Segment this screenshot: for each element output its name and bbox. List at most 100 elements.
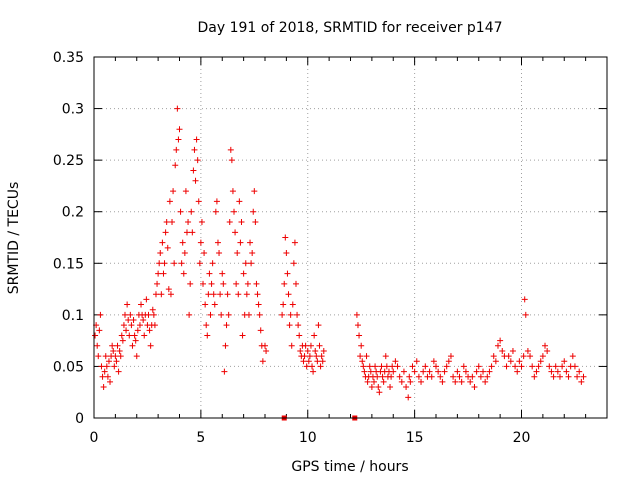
data-point [357, 353, 364, 360]
data-point [119, 337, 126, 344]
grid-lines [94, 57, 607, 418]
data-point [426, 368, 433, 375]
data-point [295, 322, 302, 329]
data-point [235, 291, 242, 298]
data-point [375, 384, 382, 391]
y-tick-label: 0.3 [62, 102, 84, 118]
data-point [422, 363, 429, 370]
data-point [521, 296, 528, 303]
data-point [233, 280, 240, 287]
data-point [158, 291, 165, 298]
data-point [195, 198, 202, 205]
y-tick-label: 0.2 [62, 205, 84, 221]
data-point [447, 353, 454, 360]
data-point [574, 373, 581, 380]
data-point [237, 239, 244, 246]
data-point [223, 322, 230, 329]
data-point [252, 219, 259, 226]
data-point [364, 378, 371, 385]
data-point [454, 368, 461, 375]
data-point [544, 347, 551, 354]
data-point [310, 368, 317, 375]
data-point [415, 373, 422, 380]
data-point [383, 363, 390, 370]
data-point [204, 332, 211, 339]
data-point [128, 322, 135, 329]
data-point [307, 342, 314, 349]
data-point [201, 249, 208, 256]
data-point [185, 219, 192, 226]
data-point [231, 208, 238, 215]
data-point [242, 260, 249, 267]
data-point [494, 342, 501, 349]
data-point [480, 368, 487, 375]
data-point [405, 394, 412, 401]
data-point [245, 311, 252, 318]
data-point [490, 353, 497, 360]
data-point [191, 146, 198, 153]
data-point [505, 353, 512, 360]
data-point [183, 229, 190, 236]
data-point [306, 353, 313, 360]
data-point [207, 311, 214, 318]
data-point [507, 358, 514, 365]
x-tick-label: 10 [299, 430, 317, 446]
data-point [458, 378, 465, 385]
data-point [413, 358, 420, 365]
data-point [356, 332, 363, 339]
data-point [129, 342, 136, 349]
data-point [238, 219, 245, 226]
data-point [190, 167, 197, 174]
data-point [221, 368, 228, 375]
data-point [420, 368, 427, 375]
data-point [194, 157, 201, 164]
data-point [392, 358, 399, 365]
data-point [535, 363, 542, 370]
data-point [102, 353, 109, 360]
data-point [212, 208, 219, 215]
data-point [398, 378, 405, 385]
data-point [445, 358, 452, 365]
data-point [409, 363, 416, 370]
data-point [548, 368, 555, 375]
data-point [176, 126, 183, 133]
data-point [433, 363, 439, 370]
data-point [430, 358, 437, 365]
data-point [316, 342, 323, 349]
data-point [492, 358, 499, 365]
data-point [452, 378, 459, 385]
data-point [396, 373, 403, 380]
data-point [279, 311, 286, 318]
data-point [529, 363, 536, 370]
data-points [92, 105, 587, 421]
data-point [130, 317, 137, 324]
x-tick-label: 5 [196, 430, 205, 446]
data-point [249, 249, 256, 256]
data-point [239, 332, 246, 339]
data-point [482, 378, 489, 385]
data-point [228, 157, 235, 164]
data-point [197, 239, 204, 246]
data-point [189, 229, 196, 236]
data-point [443, 363, 450, 370]
data-point [542, 342, 549, 349]
data-point [240, 270, 247, 277]
data-point [550, 373, 557, 380]
data-point [371, 378, 378, 385]
data-point [181, 249, 188, 256]
data-point [256, 311, 263, 318]
data-point [294, 311, 301, 318]
data-point [435, 368, 442, 375]
data-point [179, 239, 186, 246]
data-point [473, 368, 480, 375]
data-point [263, 347, 270, 354]
data-point [193, 136, 200, 143]
data-point [283, 249, 290, 256]
data-point [94, 342, 101, 349]
data-point [234, 249, 241, 256]
data-point [171, 260, 178, 267]
data-point [104, 373, 111, 380]
data-point [305, 358, 312, 365]
data-point [257, 327, 264, 334]
data-point [162, 229, 169, 236]
